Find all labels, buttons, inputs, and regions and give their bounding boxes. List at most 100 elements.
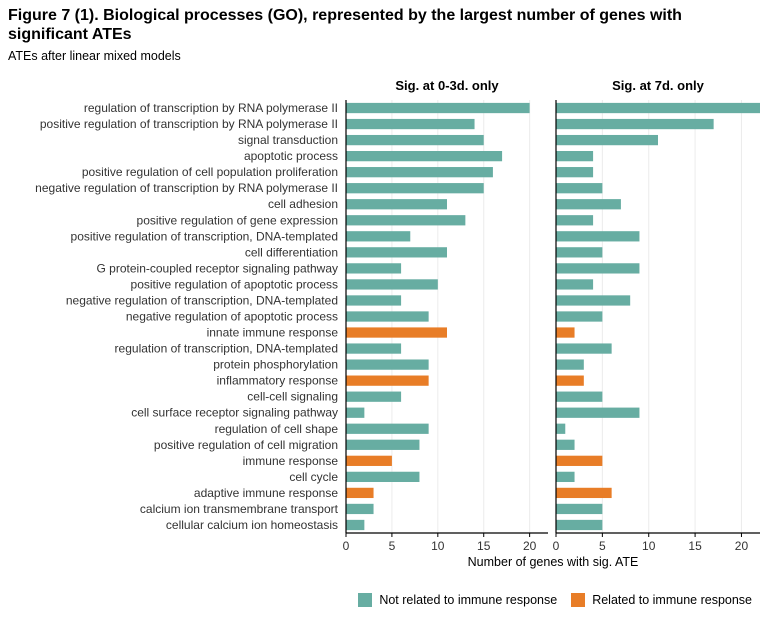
bar [556,343,612,354]
legend: Not related to immune response Related t… [344,593,752,607]
bar [556,311,603,322]
bar [556,375,584,386]
x-axis-title: Number of genes with sig. ATE [468,555,639,569]
category-label: cell adhesion [268,197,338,211]
bar [346,118,475,130]
panel-title: Sig. at 7d. only [612,78,705,93]
x-tick-label: 5 [389,539,396,553]
bar [346,247,447,258]
bar [556,295,631,306]
bar [346,199,447,210]
category-label: regulation of transcription by RNA polym… [84,101,338,115]
category-label: positive regulation of apoptotic process [131,277,338,291]
category-label: regulation of cell shape [215,422,339,436]
category-label: calcium ion transmembrane transport [140,502,339,516]
category-label: protein phosphorylation [213,358,338,372]
bar [556,391,603,402]
category-label: cell surface receptor signaling pathway [131,406,338,420]
bar [556,150,594,162]
bar [346,134,484,146]
bar [346,503,374,515]
category-label: innate immune response [207,326,339,340]
figure-subtitle: ATEs after linear mixed models [8,49,181,63]
category-label: positive regulation of gene expression [137,213,338,227]
category-label: G protein-coupled receptor signaling pat… [97,261,338,275]
bar [556,279,594,290]
bar [556,102,760,114]
bar [556,118,714,130]
panel-title: Sig. at 0-3d. only [395,78,499,93]
bar [346,167,493,178]
bar [556,503,603,515]
bar [556,263,640,274]
bar [556,199,621,210]
category-label: cellular calcium ion homeostasis [166,518,338,532]
bar [346,423,429,434]
bar [556,407,640,418]
legend-item-not-immune: Not related to immune response [358,593,557,607]
category-label: positive regulation of transcription, DN… [71,229,338,243]
bar [346,391,402,402]
category-label: cell differentiation [245,245,338,259]
legend-label-not-immune: Not related to immune response [379,593,558,607]
bar [346,439,420,450]
category-label: cell cycle [289,470,338,484]
x-tick-label: 0 [343,539,350,553]
category-label: positive regulation of cell population p… [82,165,338,179]
x-tick-label: 20 [523,539,537,553]
bar [346,359,429,370]
category-label: inflammatory response [217,374,339,388]
bar [346,471,420,483]
bar [346,311,429,322]
bar [346,295,402,306]
legend-item-immune: Related to immune response [571,593,752,607]
bar [346,231,411,242]
bar [556,167,594,178]
x-tick-label: 10 [431,539,445,553]
x-tick-label: 15 [688,539,702,553]
category-label: regulation of transcription, DNA-templat… [115,342,338,356]
bar [346,263,402,274]
category-label: negative regulation of transcription, DN… [66,293,338,307]
bar [346,102,530,114]
bar [346,487,374,499]
legend-swatch-immune [571,593,586,607]
category-label: apoptotic process [244,149,338,163]
category-label: signal transduction [238,133,338,147]
bar [346,519,365,531]
category-label: cell-cell signaling [247,390,338,404]
bar [556,439,575,450]
bar [346,343,402,354]
category-label: immune response [243,454,339,468]
bar [346,407,365,418]
bar [556,519,603,531]
bar [556,359,584,370]
bar [556,247,603,258]
bar [346,455,392,466]
bar [556,455,603,466]
x-tick-label: 15 [477,539,491,553]
bar [556,231,640,242]
bar [556,327,575,338]
x-tick-label: 20 [735,539,749,553]
category-label: positive regulation of cell migration [154,438,338,452]
x-tick-label: 10 [642,539,656,553]
bar [556,487,612,499]
bar [346,327,447,338]
category-label: positive regulation of transcription by … [40,117,338,131]
legend-label-immune: Related to immune response [592,593,752,607]
bar [556,471,575,483]
bar [346,215,466,226]
category-label: adaptive immune response [194,486,338,500]
bar [556,183,603,194]
bar [556,215,594,226]
figure-title: Figure 7 (1). Biological processes (GO),… [8,7,682,43]
bar [556,423,566,434]
bar [346,375,429,386]
x-tick-label: 0 [553,539,560,553]
category-label: negative regulation of apoptotic process [126,310,338,324]
bar [556,134,658,146]
legend-swatch-not-immune [358,593,373,607]
category-label: negative regulation of transcription by … [35,181,338,195]
